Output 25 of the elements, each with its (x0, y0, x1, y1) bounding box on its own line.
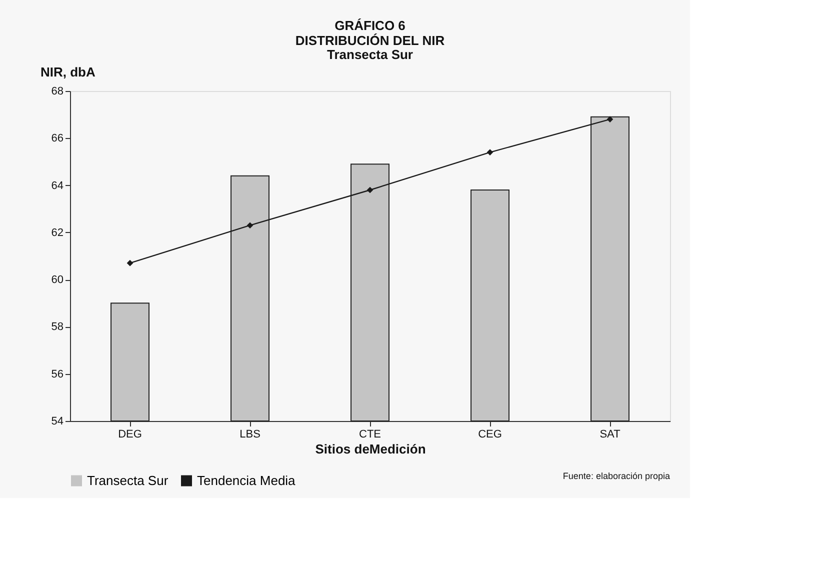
legend-label: Transecta Sur (87, 472, 169, 488)
x-tick-label: CTE (359, 428, 381, 440)
point (366, 186, 374, 194)
y-tick-label: 66 (51, 132, 64, 145)
x-tick-label: SAT (600, 428, 621, 440)
y-tick-label: 60 (51, 274, 64, 286)
y-tick-label: 68 (51, 86, 64, 98)
x-axis-title: Sitios deMedición (315, 442, 426, 456)
y-tick-label: 54 (51, 416, 64, 428)
y-tick-label: 64 (51, 180, 64, 192)
chart-subtitle: Transecta Sur (327, 47, 413, 62)
point (126, 260, 134, 266)
x-tick-label: CEG (478, 428, 502, 440)
y-tick-label: 56 (51, 368, 64, 380)
y-tick-label: 62 (51, 226, 64, 239)
chart-title: GRÁFICO 6 DISTRIBUCIÓN DEL NIR (295, 18, 446, 48)
point (606, 116, 614, 122)
point (246, 222, 254, 229)
y-tick-label: 58 (51, 321, 64, 334)
x-tick-label: DEG (118, 428, 142, 440)
source-note: Fuente: elaboración propia (562, 471, 670, 481)
x-tick-label: LBS (240, 428, 260, 440)
point (486, 149, 494, 156)
y-axis-title: NIR, dbA (40, 64, 96, 80)
legend-label: Tendencia Media (197, 472, 296, 488)
